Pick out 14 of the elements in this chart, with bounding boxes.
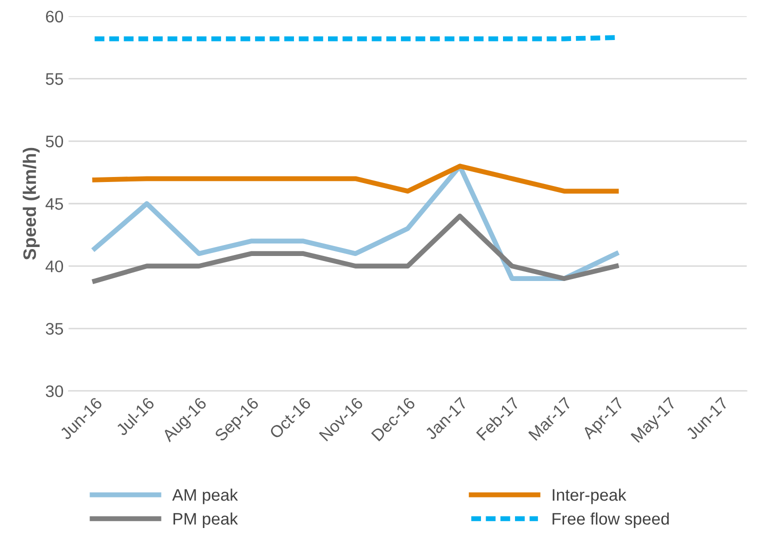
y-tick-label: 35 (46, 322, 64, 335)
legend-label: PM peak (174, 512, 238, 528)
legend-label: Inter-peak (552, 488, 626, 504)
y-tick-label: 60 (46, 10, 64, 22)
line-series (92, 164, 619, 194)
legend-label: Free flow speed (552, 512, 669, 528)
y-tick-label: 45 (46, 198, 64, 210)
line-series (92, 214, 619, 284)
y-axis-title: Speed (km/h) (22, 148, 40, 260)
y-tick-label: 50 (46, 136, 64, 148)
legend-label: AM peak (172, 488, 238, 504)
y-tick-label: 30 (46, 385, 64, 398)
y-tick-label: 55 (46, 73, 64, 85)
y-tick-label: 40 (46, 260, 64, 272)
